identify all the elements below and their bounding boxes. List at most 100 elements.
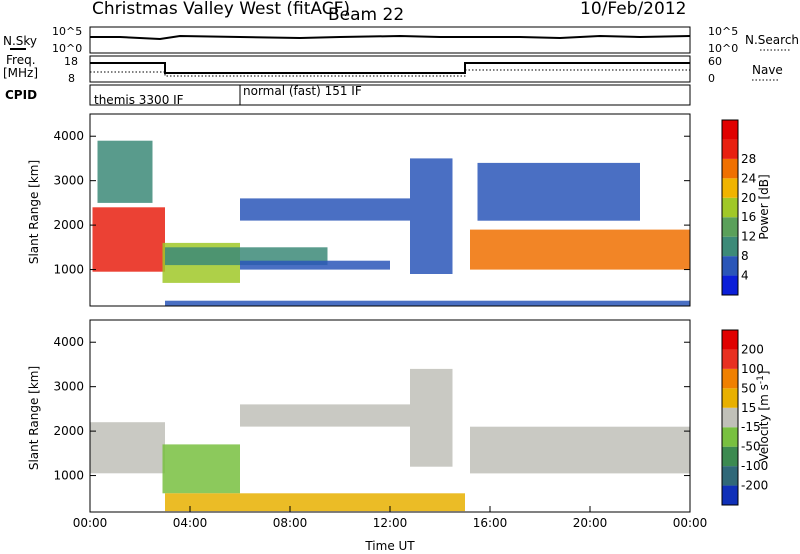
- colorbar-block: [722, 388, 738, 408]
- colorbar-block: [722, 217, 738, 237]
- power-colorbar-label: Power [dB]: [757, 174, 771, 239]
- nsky-series: [90, 34, 691, 41]
- x-tick-label: 00:00: [73, 516, 108, 530]
- freq-strip: Freq. [MHz] 18 8 60 0 Nave: [3, 53, 783, 85]
- power-region-9: [165, 300, 690, 306]
- cpid-segment-0: themis 3300 IF: [94, 93, 184, 107]
- nsky-tick-top: 10^5: [52, 25, 82, 38]
- velocity-region-4: [470, 426, 690, 474]
- nsky-tick-bottom: 10^0: [52, 42, 82, 55]
- x-tick-label: 04:00: [173, 516, 208, 530]
- station-title: Christmas Valley West (fitACF): [92, 0, 350, 19]
- power-colorbar-blocks: [722, 120, 738, 295]
- colorbar-tick-label: 100: [741, 362, 764, 376]
- x-tick-label: 00:00: [673, 516, 708, 530]
- colorbar-tick-label: -50: [741, 440, 761, 454]
- colorbar-block: [722, 349, 738, 369]
- velocity-ylabel: Slant Range [km]: [27, 366, 41, 470]
- velocity-regions: [90, 368, 690, 512]
- colorbar-tick-label: 4: [741, 269, 749, 283]
- nsearch-label: N.Search: [745, 33, 799, 47]
- power-y-ticks: 1000 2000 3000 4000: [53, 129, 690, 277]
- colorbar-block: [722, 368, 738, 389]
- power-region-6: [410, 158, 453, 274]
- velocity-x-ticks: 00:00 04:00 08:00 12:00 16:00 20:00 00:00: [73, 506, 708, 530]
- colorbar-tick-label: 20: [741, 191, 756, 205]
- power-region-7: [470, 229, 690, 270]
- nave-tick-top: 60: [708, 55, 722, 68]
- power-region-5: [240, 260, 390, 270]
- power-region-3: [165, 247, 328, 266]
- colorbar-tick-label: -15: [741, 420, 761, 434]
- power-regions: [92, 140, 690, 306]
- colorbar-block: [722, 178, 738, 198]
- y-tick-label: 3000: [53, 380, 84, 394]
- power-region-4: [240, 198, 410, 221]
- y-tick-label: 1000: [53, 263, 84, 277]
- colorbar-block: [722, 236, 738, 257]
- colorbar-block: [722, 485, 738, 505]
- nsearch-tick-top: 10^5: [708, 25, 738, 38]
- nave-label: Nave: [752, 63, 783, 77]
- power-region-8: [477, 162, 640, 221]
- colorbar-tick-label: 12: [741, 230, 756, 244]
- colorbar-tick-label: 16: [741, 210, 756, 224]
- power-colorbar-ticks: 4 8 12 16 20 24 28: [741, 152, 756, 283]
- y-tick-label: 2000: [53, 424, 84, 438]
- colorbar-block: [722, 427, 738, 447]
- colorbar-tick-label: 24: [741, 171, 756, 185]
- power-colorbar: 4 8 12 16 20 24 28 Power [dB]: [721, 119, 771, 296]
- x-tick-label: 08:00: [273, 516, 308, 530]
- y-tick-label: 1000: [53, 469, 84, 483]
- freq-tick-bottom: 8: [68, 72, 75, 85]
- y-tick-label: 4000: [53, 129, 84, 143]
- velocity-colorbar-ticks: 200 100 50 15 -15 -50 -100 -200: [741, 342, 768, 492]
- cpid-label: CPID: [5, 88, 37, 102]
- colorbar-tick-label: -200: [741, 479, 768, 493]
- colorbar-block: [722, 158, 738, 179]
- date-title: 10/Feb/2012: [580, 0, 686, 19]
- colorbar-block: [722, 256, 738, 276]
- colorbar-tick-label: 50: [741, 381, 756, 395]
- colorbar-tick-label: 200: [741, 342, 764, 356]
- x-tick-label: 16:00: [473, 516, 508, 530]
- nsky-label: N.Sky: [3, 34, 37, 48]
- y-tick-label: 2000: [53, 218, 84, 232]
- power-panel: 1000 2000 3000 4000 Slant Range [km]: [27, 113, 691, 307]
- cpid-segment-1: normal (fast) 151 IF: [243, 84, 362, 98]
- velocity-xlabel: Time UT: [364, 539, 415, 553]
- colorbar-block: [722, 197, 738, 218]
- velocity-region-1: [162, 444, 240, 494]
- x-tick-label: 12:00: [373, 516, 408, 530]
- velocity-panel: 1000 2000 3000 4000 00:00 04:00 08:00 12:00 16:…: [27, 319, 708, 553]
- colorbar-tick-label: 28: [741, 152, 756, 166]
- colorbar-block: [722, 139, 738, 159]
- power-ylabel: Slant Range [km]: [27, 160, 41, 264]
- velocity-region-2: [240, 404, 410, 427]
- velocity-colorbar-label: Velocity [m s-1]: [756, 371, 771, 462]
- freq-label-top: Freq.: [6, 53, 36, 67]
- colorbar-tick-label: 8: [741, 249, 749, 263]
- velocity-region-5: [165, 493, 465, 512]
- colorbar-block: [722, 330, 738, 350]
- cpid-strip: CPID themis 3300 IF normal (fast) 151 IF: [5, 84, 691, 107]
- colorbar-block: [722, 275, 738, 295]
- freq-series: [90, 62, 690, 74]
- velocity-y-ticks: 1000 2000 3000 4000: [53, 335, 690, 483]
- colorbar-block: [722, 466, 738, 486]
- freq-tick-top: 18: [64, 55, 78, 68]
- colorbar-tick-label: 15: [741, 401, 756, 415]
- x-tick-label: 20:00: [573, 516, 608, 530]
- beam-title: Beam 22: [328, 5, 404, 25]
- freq-label-bottom: [MHz]: [3, 66, 38, 80]
- power-region-1: [97, 140, 153, 203]
- nave-tick-bottom: 0: [708, 72, 715, 85]
- velocity-region-3: [410, 368, 453, 467]
- nave-series: [90, 69, 690, 77]
- colorbar-block: [722, 446, 738, 467]
- y-tick-label: 3000: [53, 174, 84, 188]
- power-region-0: [92, 207, 165, 272]
- colorbar-block: [722, 407, 738, 428]
- colorbar-block: [722, 120, 738, 140]
